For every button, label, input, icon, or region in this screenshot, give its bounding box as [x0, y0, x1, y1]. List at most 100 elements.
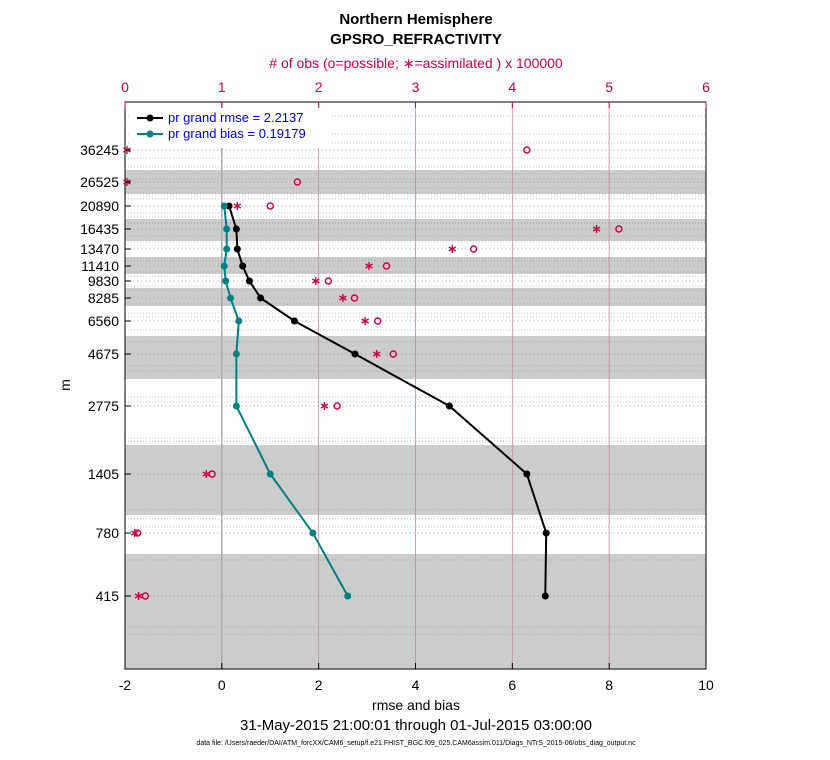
series-point: [222, 277, 230, 285]
top-tick-labels: 0 1 2 3 4 5 6: [121, 79, 710, 108]
asterisk-stroke: [372, 351, 381, 357]
series-point: [351, 350, 359, 358]
x-tick-label: -2: [119, 677, 132, 693]
obs-possible-marker: [389, 350, 397, 358]
obs-possible-marker: [615, 225, 623, 233]
obs-possible-marker: [523, 146, 531, 154]
asterisk-stroke: [233, 203, 242, 209]
x-axis-label: rmse and bias: [372, 697, 460, 713]
series-point: [225, 202, 233, 210]
y-tick-label: 2775: [88, 398, 119, 414]
asterisk-stroke: [448, 246, 457, 252]
series-point: [232, 350, 240, 358]
chart-title-line1: Northern Hemisphere: [339, 11, 492, 28]
obs-assimilated-marker: [134, 592, 143, 600]
series-point: [309, 529, 317, 537]
y-tick-label: 780: [96, 525, 120, 541]
obs-assimilated-marker: [130, 529, 139, 537]
series-point: [223, 225, 231, 233]
series-point: [227, 294, 235, 302]
x-tick-label: 10: [698, 677, 714, 693]
series-point: [445, 402, 453, 410]
legend-rmse-marker: [146, 114, 154, 122]
top-tick-label: 6: [702, 79, 710, 95]
asterisk-stroke: [365, 263, 373, 269]
obs-possible-marker: [350, 294, 359, 302]
top-axis-label: # of obs (o=possible; ∗=assimilated ) x …: [269, 55, 563, 71]
x-tick-label: 8: [605, 677, 613, 693]
series-point: [220, 262, 228, 270]
legend-bias-text: pr grand bias = 0.19179: [168, 126, 306, 141]
asterisk-stroke: [339, 295, 347, 301]
series-point: [542, 529, 550, 537]
obs-possible-marker: [293, 178, 302, 186]
series-point: [257, 294, 265, 302]
obs-assimilated-marker: [365, 262, 373, 270]
series-point: [266, 470, 274, 478]
series-point: [523, 470, 531, 478]
top-tick-label: 5: [605, 79, 613, 95]
asterisk-stroke: [361, 318, 369, 324]
series-point: [223, 245, 231, 253]
y-axis-label: m: [57, 379, 73, 391]
x-tick-label: 2: [315, 677, 323, 693]
obs-layer: [123, 146, 623, 600]
obs-assimilated-marker: [311, 277, 320, 285]
obs-assimilated-marker: [202, 470, 211, 478]
series-point: [232, 402, 240, 410]
y-tick-label: 415: [96, 588, 120, 604]
obs-assimilated-marker: [339, 294, 347, 302]
y-tick-label: 26525: [80, 174, 119, 190]
series-point: [235, 317, 243, 325]
y-tick-label: 11410: [81, 258, 119, 274]
top-tick-label: 3: [412, 79, 420, 95]
legend: pr grand rmse = 2.2137 pr grand bias = 0…: [131, 108, 331, 148]
obs-possible-marker: [208, 470, 216, 478]
y-tick-label: 1405: [88, 466, 119, 482]
legend-rmse-text: pr grand rmse = 2.2137: [168, 110, 304, 125]
asterisk-stroke: [134, 593, 143, 599]
asterisk-stroke: [130, 530, 139, 536]
x-tick-label: 6: [508, 677, 516, 693]
series-point: [344, 592, 352, 600]
y-tick-label: 6560: [88, 313, 119, 329]
y-tick-label: 20890: [80, 198, 119, 214]
obs-possible-marker: [266, 202, 274, 210]
series-point: [290, 317, 298, 325]
obs-possible-marker: [333, 402, 341, 410]
y-tick-label: 8285: [88, 290, 119, 306]
top-tick-label: 0: [121, 79, 129, 95]
obs-possible-marker: [374, 317, 382, 325]
y-tick-label: 16435: [80, 221, 119, 237]
obs-possible-marker: [141, 592, 150, 600]
asterisk-stroke: [592, 226, 601, 232]
obs-assimilated-marker: [372, 350, 381, 358]
asterisk-stroke: [311, 278, 320, 284]
obs-assimilated-marker: [361, 317, 369, 325]
top-tick-label: 1: [218, 79, 226, 95]
top-tick-label: 2: [315, 79, 323, 95]
series-point: [232, 225, 240, 233]
asterisk-stroke: [320, 403, 329, 409]
legend-box: [131, 108, 331, 148]
chart-title-line2: GPSRO_REFRACTIVITY: [330, 31, 502, 48]
x-tick-labels: -2 0 2 4 6 8 10: [119, 663, 714, 693]
obs-possible-marker: [382, 262, 391, 270]
legend-bias-marker: [146, 130, 154, 138]
obs-assimilated-marker: [233, 202, 242, 210]
x-tick-label: 0: [218, 677, 226, 693]
y-tick-label: 4675: [88, 346, 119, 362]
series-point: [245, 277, 253, 285]
obs-possible-marker: [324, 277, 333, 285]
date-range: 31-May-2015 21:00:01 through 01-Jul-2015…: [240, 717, 592, 734]
obs-possible-marker: [469, 245, 478, 253]
top-tick-label: 4: [508, 79, 516, 95]
y-tick-label: 36245: [80, 142, 119, 158]
obs-assimilated-marker: [320, 402, 329, 410]
y-tick-label: 13470: [80, 241, 119, 257]
asterisk-stroke: [202, 471, 211, 477]
series-point: [541, 592, 549, 600]
x-tick-label: 4: [412, 677, 420, 693]
